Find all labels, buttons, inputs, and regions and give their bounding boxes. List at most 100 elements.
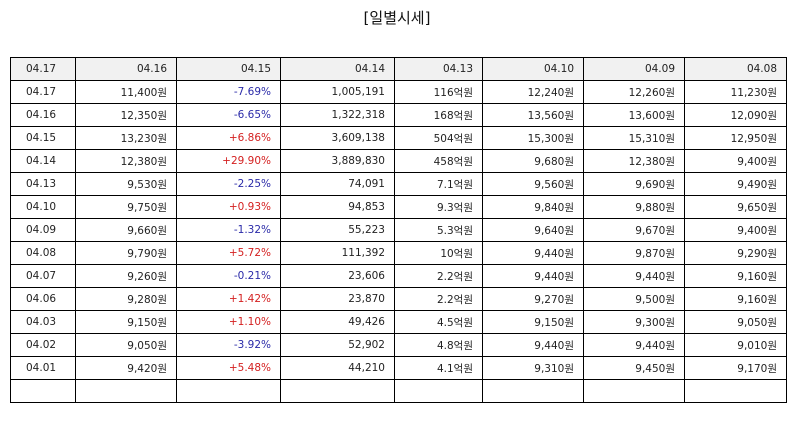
header-cell: 04.16	[75, 57, 177, 81]
open-cell: 9,560원	[482, 172, 584, 196]
low-cell: 12,090원	[684, 103, 787, 127]
empty-cell	[176, 379, 281, 403]
change-cell: +5.48%	[176, 356, 281, 380]
empty-cell	[75, 379, 177, 403]
date-cell: 04.10	[10, 195, 76, 219]
date-cell: 04.03	[10, 310, 76, 334]
header-cell: 04.17	[10, 57, 76, 81]
change-cell: +5.72%	[176, 241, 281, 265]
volume-cell: 55,223	[280, 218, 395, 242]
open-cell: 9,440원	[482, 264, 584, 288]
low-cell: 9,010원	[684, 333, 787, 357]
open-cell: 9,150원	[482, 310, 584, 334]
amount-cell: 2.2억원	[394, 264, 483, 288]
amount-cell: 9.3억원	[394, 195, 483, 219]
date-cell: 04.07	[10, 264, 76, 288]
open-cell: 9,680원	[482, 149, 584, 173]
empty-cell	[394, 379, 483, 403]
volume-cell: 49,426	[280, 310, 395, 334]
amount-cell: 4.8억원	[394, 333, 483, 357]
low-cell: 9,170원	[684, 356, 787, 380]
low-cell: 9,490원	[684, 172, 787, 196]
header-cell: 04.15	[176, 57, 281, 81]
header-cell: 04.08	[684, 57, 787, 81]
close-cell: 12,380원	[75, 149, 177, 173]
close-cell: 9,750원	[75, 195, 177, 219]
high-cell: 9,440원	[583, 333, 685, 357]
date-cell: 04.16	[10, 103, 76, 127]
amount-cell: 10억원	[394, 241, 483, 265]
change-cell: +1.10%	[176, 310, 281, 334]
table-row: 04.01 9,420원 +5.48% 44,210 4.1억원 9,310원 9,450원…	[10, 356, 787, 380]
amount-cell: 504억원	[394, 126, 483, 150]
daily-price-table: 04.17 04.16 04.15 04.14 04.13 04.10 04.0…	[10, 57, 787, 403]
open-cell: 13,560원	[482, 103, 584, 127]
high-cell: 12,380원	[583, 149, 685, 173]
close-cell: 12,350원	[75, 103, 177, 127]
open-cell: 9,440원	[482, 333, 584, 357]
open-cell: 12,240원	[482, 80, 584, 104]
header-cell: 04.10	[482, 57, 584, 81]
close-cell: 9,660원	[75, 218, 177, 242]
table-row: 04.13 9,530원 -2.25% 74,091 7.1억원 9,560원 9,690원…	[10, 172, 787, 196]
amount-cell: 116억원	[394, 80, 483, 104]
table-row: 04.17 11,400원 -7.69% 1,005,191 116억원 12,240원 1…	[10, 80, 787, 104]
empty-cell	[10, 379, 76, 403]
change-cell: -1.32%	[176, 218, 281, 242]
high-cell: 13,600원	[583, 103, 685, 127]
open-cell: 9,310원	[482, 356, 584, 380]
empty-cell	[583, 379, 685, 403]
open-cell: 9,440원	[482, 241, 584, 265]
low-cell: 9,050원	[684, 310, 787, 334]
amount-cell: 2.2억원	[394, 287, 483, 311]
date-cell: 04.06	[10, 287, 76, 311]
low-cell: 9,400원	[684, 149, 787, 173]
high-cell: 9,880원	[583, 195, 685, 219]
volume-cell: 3,609,138	[280, 126, 395, 150]
volume-cell: 74,091	[280, 172, 395, 196]
empty-cell	[280, 379, 395, 403]
close-cell: 9,790원	[75, 241, 177, 265]
date-cell: 04.17	[10, 80, 76, 104]
empty-cell	[684, 379, 787, 403]
date-cell: 04.15	[10, 126, 76, 150]
high-cell: 12,260원	[583, 80, 685, 104]
high-cell: 9,690원	[583, 172, 685, 196]
close-cell: 9,530원	[75, 172, 177, 196]
high-cell: 15,310원	[583, 126, 685, 150]
header-cell: 04.14	[280, 57, 395, 81]
table-row: 04.15 13,230원 +6.86% 3,609,138 504억원 15,300원 1…	[10, 126, 787, 150]
header-cell: 04.13	[394, 57, 483, 81]
low-cell: 11,230원	[684, 80, 787, 104]
high-cell: 9,440원	[583, 264, 685, 288]
high-cell: 9,300원	[583, 310, 685, 334]
high-cell: 9,870원	[583, 241, 685, 265]
date-cell: 04.08	[10, 241, 76, 265]
open-cell: 9,840원	[482, 195, 584, 219]
table-row: 04.07 9,260원 -0.21% 23,606 2.2억원 9,440원 9,440원…	[10, 264, 787, 288]
close-cell: 9,260원	[75, 264, 177, 288]
low-cell: 9,650원	[684, 195, 787, 219]
volume-cell: 1,322,318	[280, 103, 395, 127]
change-cell: -3.92%	[176, 333, 281, 357]
table-row: 04.02 9,050원 -3.92% 52,902 4.8억원 9,440원 9,440원…	[10, 333, 787, 357]
table-row: 04.16 12,350원 -6.65% 1,322,318 168억원 13,560원 1…	[10, 103, 787, 127]
open-cell: 15,300원	[482, 126, 584, 150]
empty-cell	[482, 379, 584, 403]
low-cell: 9,290원	[684, 241, 787, 265]
volume-cell: 111,392	[280, 241, 395, 265]
volume-cell: 1,005,191	[280, 80, 395, 104]
table-row: 04.08 9,790원 +5.72% 111,392 10억원 9,440원 9,870원…	[10, 241, 787, 265]
volume-cell: 94,853	[280, 195, 395, 219]
empty-table-row	[10, 379, 787, 403]
date-cell: 04.13	[10, 172, 76, 196]
date-cell: 04.09	[10, 218, 76, 242]
open-cell: 9,270원	[482, 287, 584, 311]
date-cell: 04.01	[10, 356, 76, 380]
volume-cell: 52,902	[280, 333, 395, 357]
date-cell: 04.02	[10, 333, 76, 357]
change-cell: -0.21%	[176, 264, 281, 288]
change-cell: -7.69%	[176, 80, 281, 104]
header-cell: 04.09	[583, 57, 685, 81]
volume-cell: 3,889,830	[280, 149, 395, 173]
